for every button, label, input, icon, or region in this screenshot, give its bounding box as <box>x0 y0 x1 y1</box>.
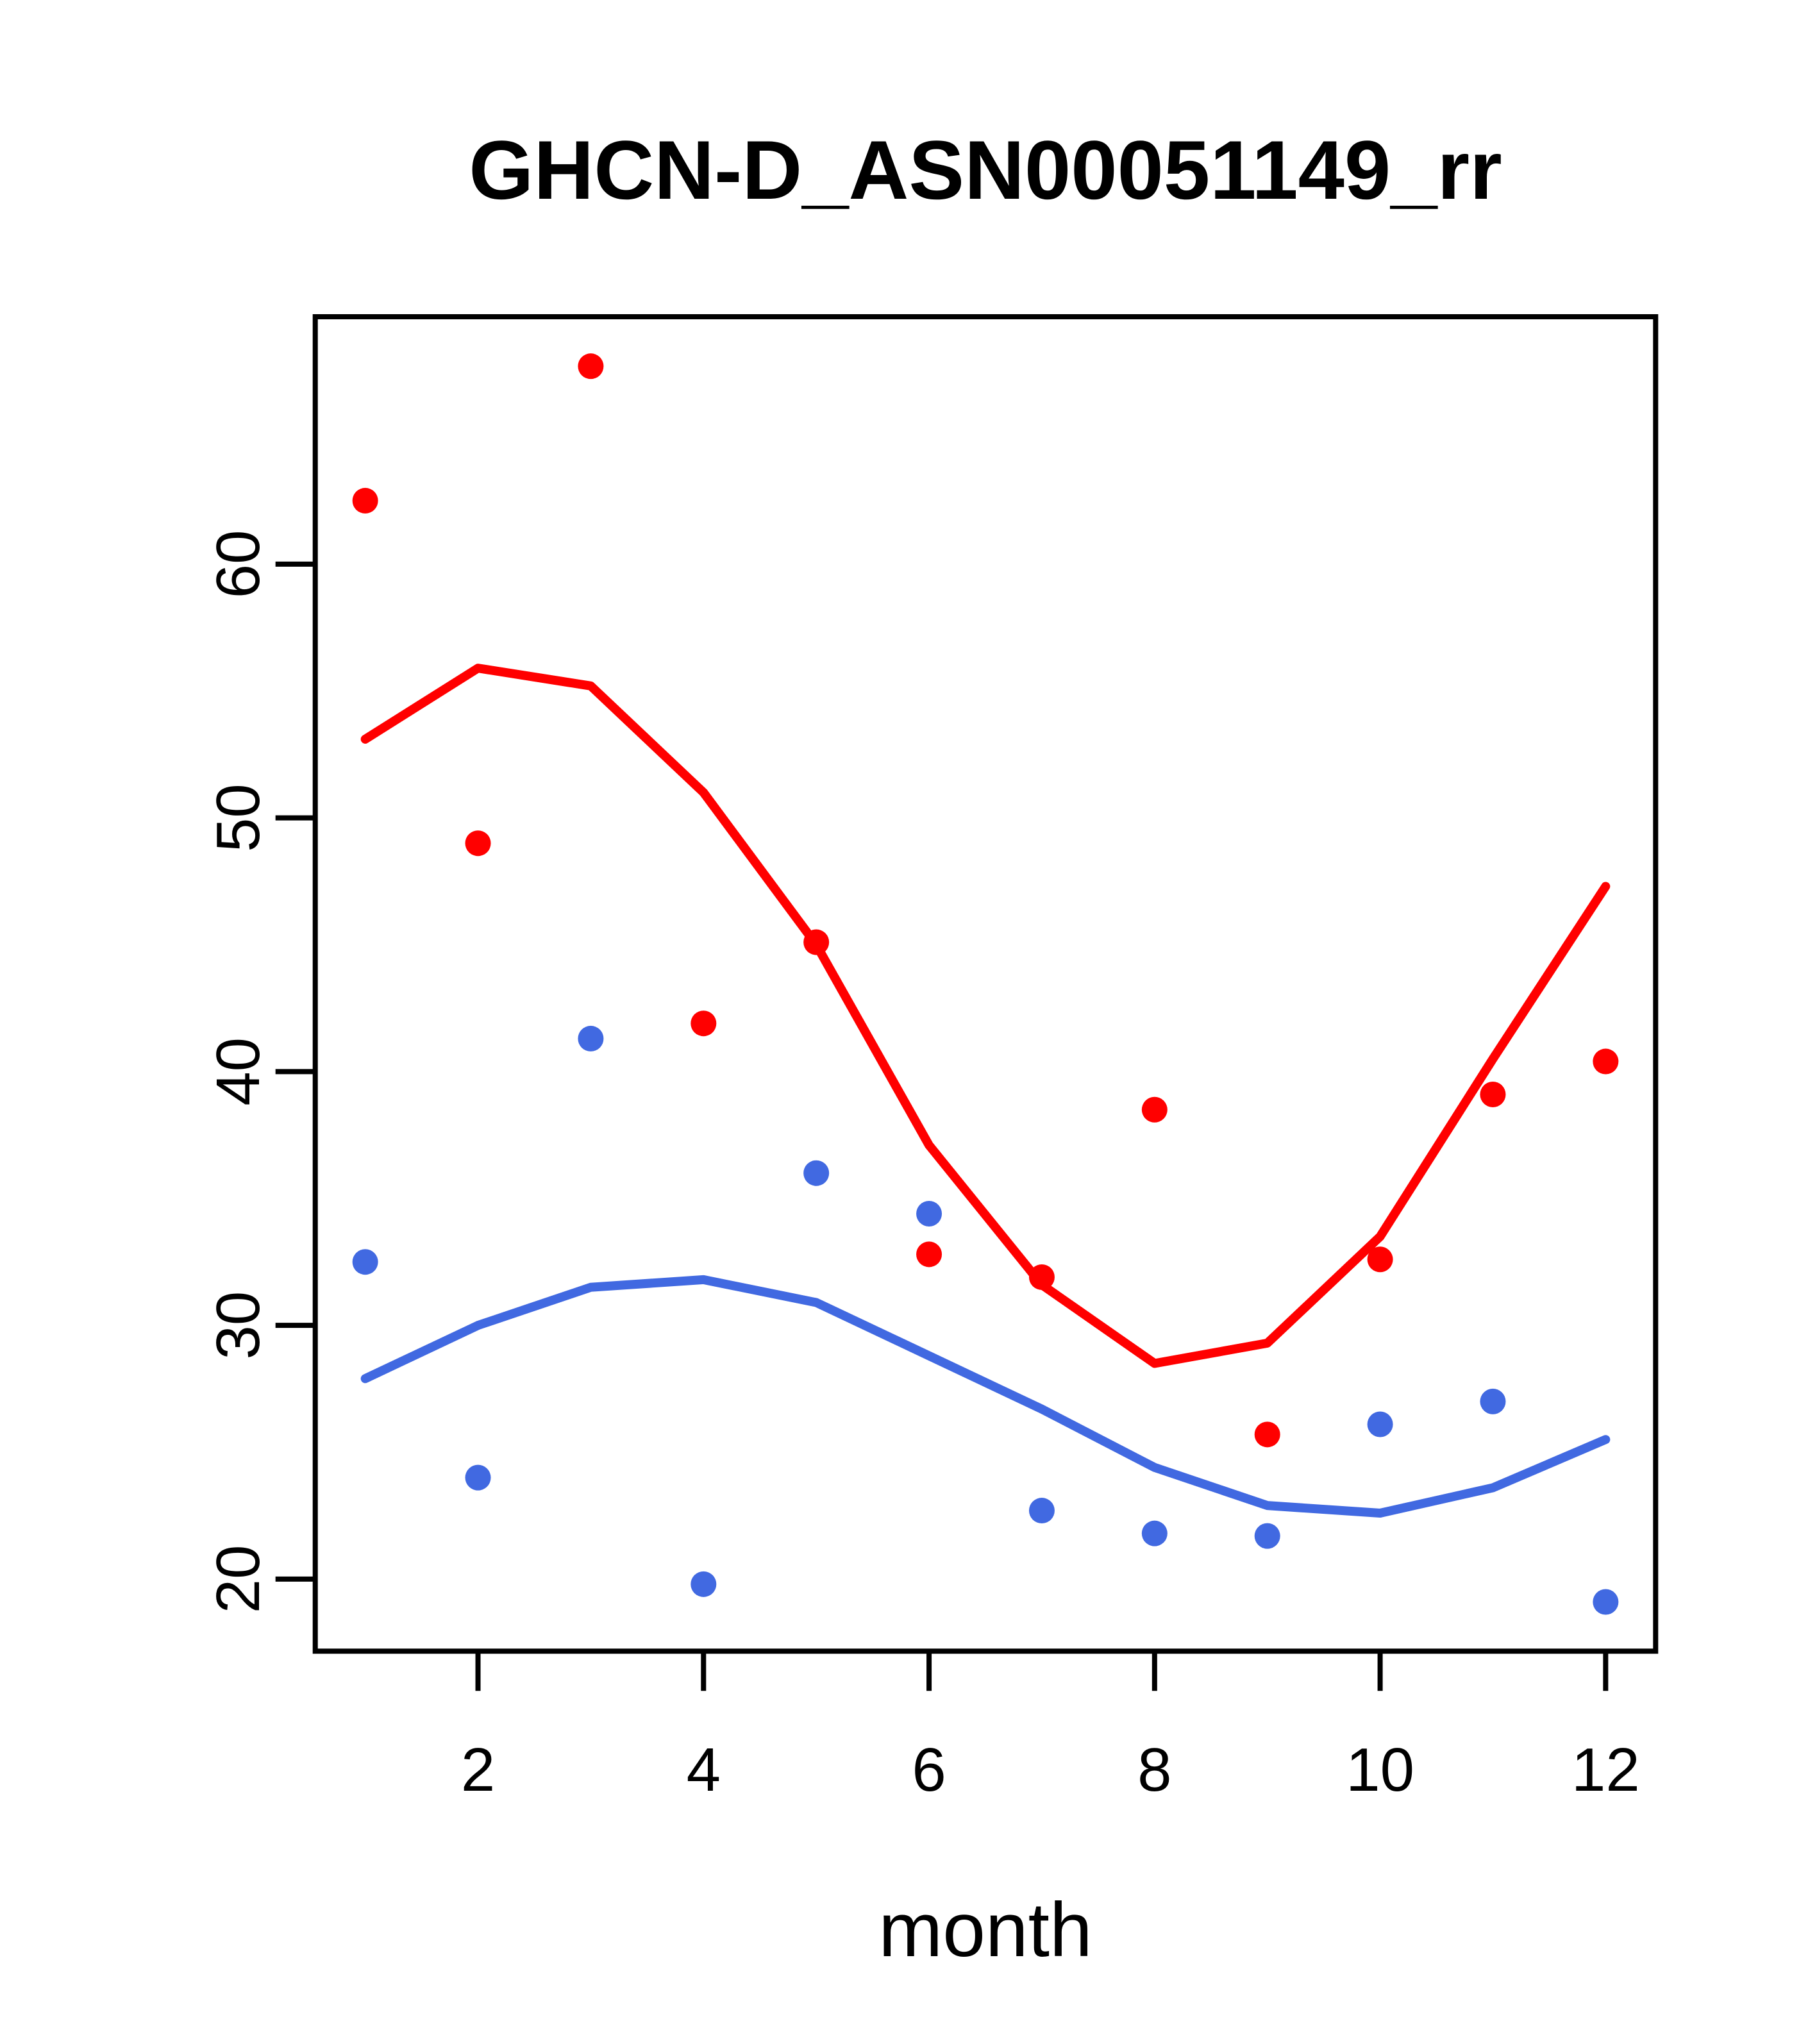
plot-box-border <box>312 314 1659 1654</box>
red-point <box>1480 1082 1506 1108</box>
blue-point <box>916 1201 942 1227</box>
x-tick-label: 12 <box>1571 1736 1640 1804</box>
blue-point <box>1028 1498 1055 1524</box>
blue-point <box>1480 1388 1506 1414</box>
y-tick-label: 40 <box>204 1037 272 1106</box>
red-point <box>1141 1096 1168 1123</box>
blue-point <box>1141 1520 1168 1546</box>
y-axis: 20 30 40 50 60 <box>204 530 315 1613</box>
x-tick-label: 2 <box>461 1736 495 1804</box>
y-tick-label: 30 <box>204 1291 272 1360</box>
x-tick-label: 10 <box>1346 1736 1414 1804</box>
x-tick-label: 6 <box>912 1736 946 1804</box>
red-point <box>1367 1246 1393 1273</box>
chart-title: GHCN-D_ASN00051149_rr <box>469 123 1502 217</box>
blue-point <box>465 1464 491 1491</box>
red-point <box>916 1241 942 1268</box>
blue-point <box>578 1025 604 1051</box>
x-tick-label: 4 <box>687 1736 721 1804</box>
blue-point <box>352 1249 378 1275</box>
blue-point <box>691 1571 717 1597</box>
red-point <box>578 353 604 380</box>
blue-point <box>1254 1523 1280 1549</box>
blue-point <box>803 1160 830 1186</box>
x-axis: 2 4 6 8 10 12 <box>461 1651 1640 1804</box>
series-layer <box>352 353 1619 1615</box>
blue-point <box>1367 1411 1393 1437</box>
red-points <box>352 353 1619 1448</box>
red-point <box>1593 1048 1619 1075</box>
x-axis-label: month <box>878 1887 1093 1973</box>
y-tick-label: 20 <box>204 1545 272 1614</box>
y-tick-label: 50 <box>204 783 272 852</box>
y-tick-label: 60 <box>204 530 272 598</box>
blue-smooth-line <box>360 1275 1611 1518</box>
red-smooth-line <box>360 664 1611 1368</box>
red-point <box>465 830 491 857</box>
blue-points <box>352 1025 1619 1615</box>
red-point <box>352 487 378 514</box>
red-point <box>691 1010 717 1037</box>
blue-point <box>1593 1589 1619 1615</box>
red-point <box>1254 1421 1280 1448</box>
x-tick-label: 8 <box>1137 1736 1171 1804</box>
